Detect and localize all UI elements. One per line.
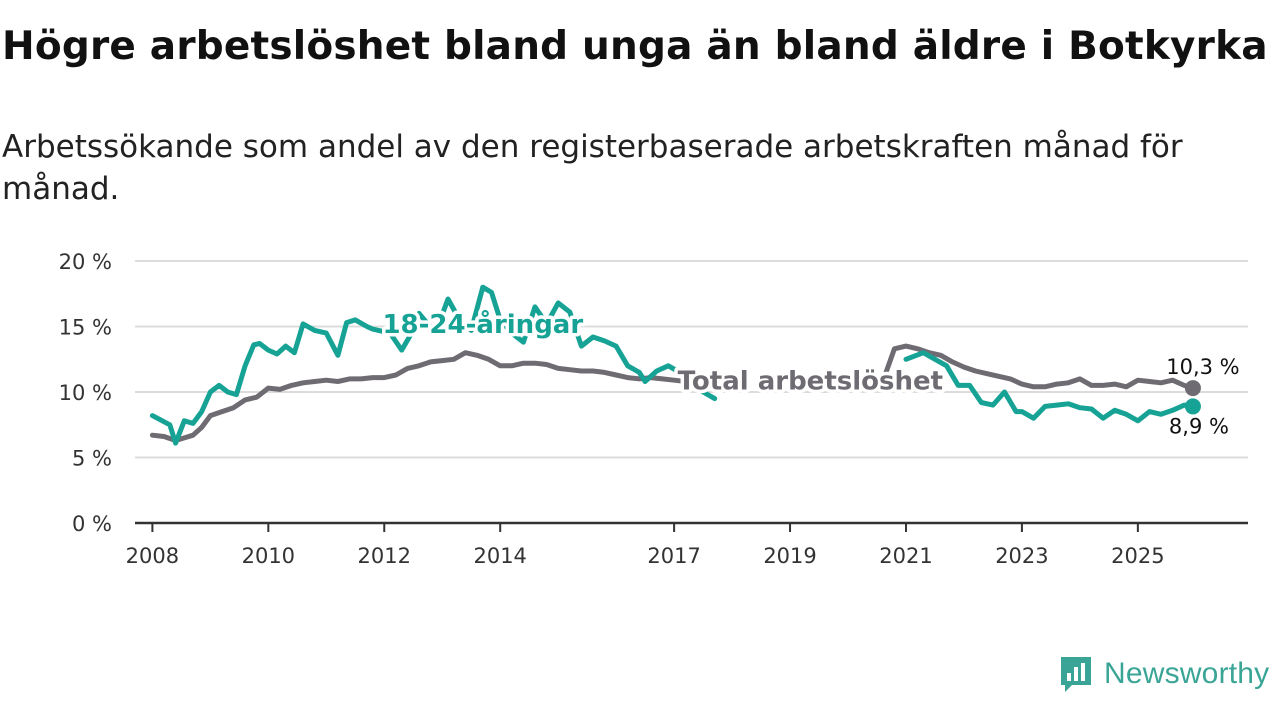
chart-title: Högre arbetslöshet bland unga än bland ä…	[2, 24, 1268, 69]
y-axis-ticks: 0 % 5 % 10 % 15 % 20 %	[59, 250, 112, 536]
series-lines	[149, 284, 1201, 446]
x-tick-label: 2008	[126, 544, 179, 568]
series-label-total: Total arbetslöshet	[678, 366, 943, 396]
x-tick-label: 2023	[995, 544, 1048, 568]
x-tick-label: 2010	[242, 544, 295, 568]
brand-name: Newsworthy	[1104, 657, 1270, 690]
x-tick-label: 2017	[647, 544, 700, 568]
y-tick-label: 15 %	[59, 316, 112, 340]
end-label-total: 10,3 %	[1166, 355, 1239, 379]
y-tick-label: 0 %	[72, 512, 112, 536]
gridlines	[135, 260, 1248, 459]
x-tick-label: 2014	[473, 544, 526, 568]
series-line-youth	[149, 284, 1196, 446]
end-label-youth: 8,9 %	[1169, 414, 1229, 438]
x-tick-label: 2025	[1111, 544, 1164, 568]
series-label-youth: 18-24-åringar	[382, 308, 583, 340]
y-tick-label: 5 %	[72, 447, 112, 471]
brand-logo[interactable]: Newsworthy	[1058, 652, 1269, 696]
x-tick-label: 2021	[879, 544, 932, 568]
y-tick-label: 10 %	[59, 381, 112, 405]
x-tick-label: 2012	[358, 544, 411, 568]
series-labels: 10,3 %8,9 %18-24-åringar18-24-åringarTot…	[379, 305, 1240, 439]
newsworthy-logo-icon	[1061, 657, 1091, 692]
x-tick-label: 2019	[763, 544, 816, 568]
series-label-youth-halo: 18-24-åringar	[382, 308, 583, 340]
x-axis-ticks: 2008 2010 2012 2014 2017 2019 2021 2023 2025	[126, 521, 1248, 568]
y-tick-label: 20 %	[59, 250, 112, 274]
end-point-total	[1184, 380, 1201, 397]
end-point-youth	[1184, 398, 1201, 415]
series-line-total	[149, 343, 1196, 443]
series-label-total-halo: Total arbetslöshet	[678, 366, 943, 396]
chart-subtitle: Arbetssökande som andel av den registerb…	[2, 129, 1183, 207]
